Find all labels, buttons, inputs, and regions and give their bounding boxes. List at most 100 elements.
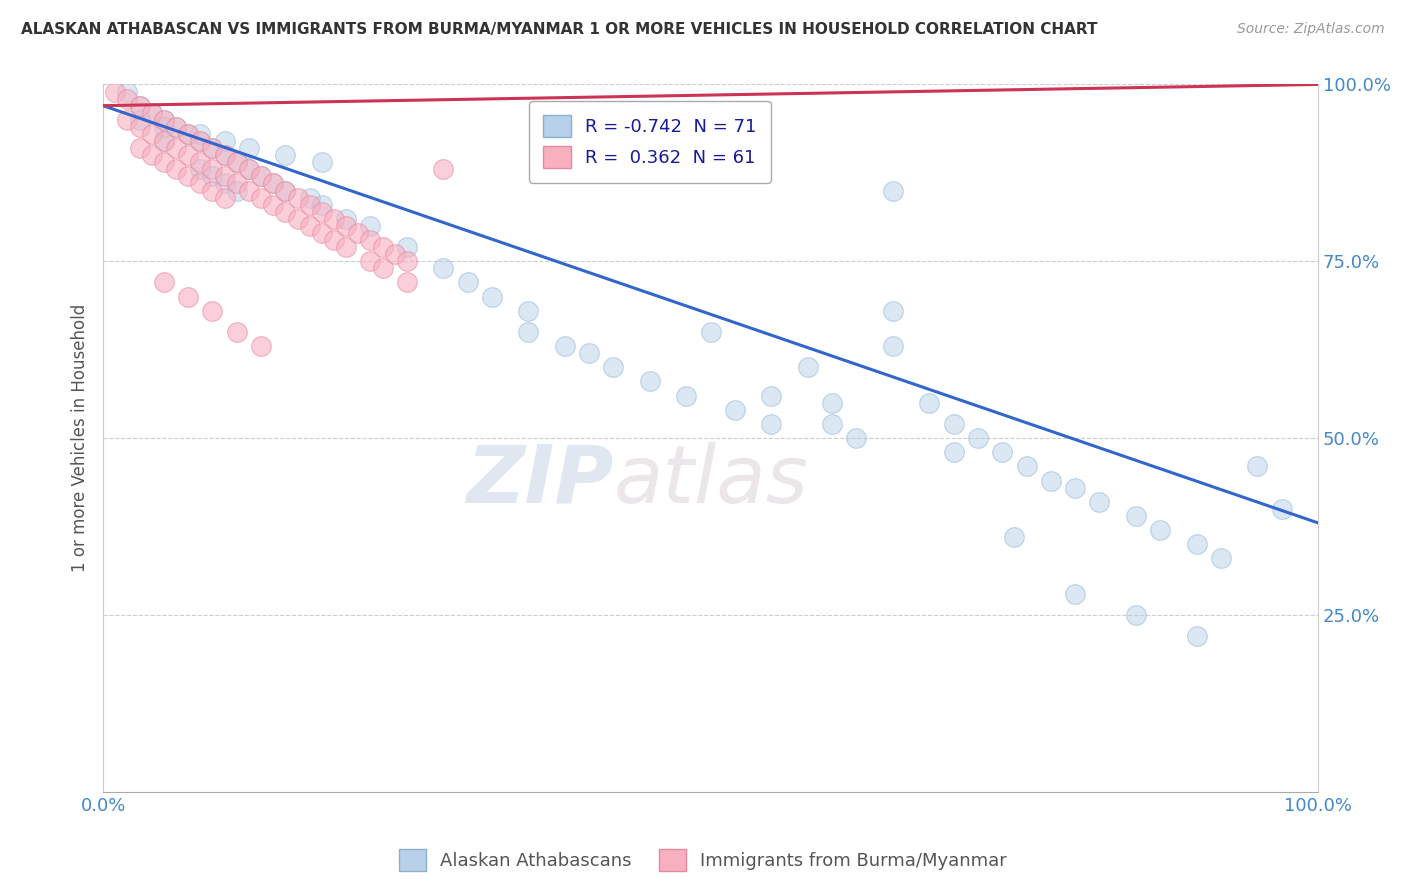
Point [225,155,247,169]
Point [991,445,1014,459]
Point [188,134,211,148]
Point [188,155,211,169]
Point [1064,587,1087,601]
Point [177,127,200,141]
Point [481,290,503,304]
Point [238,184,260,198]
Point [1125,607,1147,622]
Point [699,325,721,339]
Point [177,290,200,304]
Point [177,127,200,141]
Point [104,85,127,99]
Point [128,112,150,127]
Point [335,240,357,254]
Point [141,105,163,120]
Point [821,417,844,431]
Point [967,431,990,445]
Point [188,134,211,148]
Point [359,219,381,233]
Point [384,247,406,261]
Point [153,134,176,148]
Point [250,339,273,353]
Text: ZIP: ZIP [465,442,613,519]
Point [761,389,783,403]
Point [117,92,139,106]
Point [128,98,150,112]
Point [188,127,211,141]
Point [724,402,747,417]
Point [432,261,454,276]
Point [517,303,540,318]
Point [153,276,176,290]
Point [214,148,236,162]
Point [214,177,236,191]
Point [845,431,868,445]
Point [1185,629,1208,643]
Point [262,197,284,211]
Point [457,276,479,290]
Point [882,184,904,198]
Point [918,395,941,409]
Point [153,112,176,127]
Point [225,184,247,198]
Point [675,389,697,403]
Point [262,177,284,191]
Point [942,417,965,431]
Text: atlas: atlas [613,442,808,519]
Point [347,226,370,240]
Point [821,395,844,409]
Legend: R = -0.742  N = 71, R =  0.362  N = 61: R = -0.742 N = 71, R = 0.362 N = 61 [529,101,770,183]
Point [128,98,150,112]
Point [311,226,333,240]
Point [250,169,273,184]
Point [942,445,965,459]
Point [274,184,297,198]
Point [177,169,200,184]
Point [298,197,321,211]
Point [165,120,187,134]
Point [165,162,187,177]
Point [214,169,236,184]
Point [1064,481,1087,495]
Point [153,120,176,134]
Point [188,162,211,177]
Point [311,204,333,219]
Point [1246,459,1268,474]
Point [287,211,309,226]
Point [1002,530,1025,544]
Y-axis label: 1 or more Vehicles in Household: 1 or more Vehicles in Household [72,304,89,572]
Point [371,240,394,254]
Point [274,184,297,198]
Point [359,254,381,268]
Point [1125,508,1147,523]
Point [117,112,139,127]
Point [141,105,163,120]
Point [882,339,904,353]
Point [432,162,454,177]
Point [335,211,357,226]
Point [395,276,418,290]
Point [638,375,661,389]
Point [214,134,236,148]
Point [153,134,176,148]
Point [250,191,273,205]
Point [274,204,297,219]
Text: ALASKAN ATHABASCAN VS IMMIGRANTS FROM BURMA/MYANMAR 1 OR MORE VEHICLES IN HOUSEH: ALASKAN ATHABASCAN VS IMMIGRANTS FROM BU… [21,22,1098,37]
Point [262,177,284,191]
Point [238,162,260,177]
Point [153,112,176,127]
Point [201,303,224,318]
Point [311,155,333,169]
Point [371,261,394,276]
Point [165,120,187,134]
Point [335,219,357,233]
Point [517,325,540,339]
Point [225,177,247,191]
Point [117,85,139,99]
Point [177,148,200,162]
Point [201,162,224,177]
Point [298,191,321,205]
Point [141,148,163,162]
Point [201,141,224,155]
Point [201,169,224,184]
